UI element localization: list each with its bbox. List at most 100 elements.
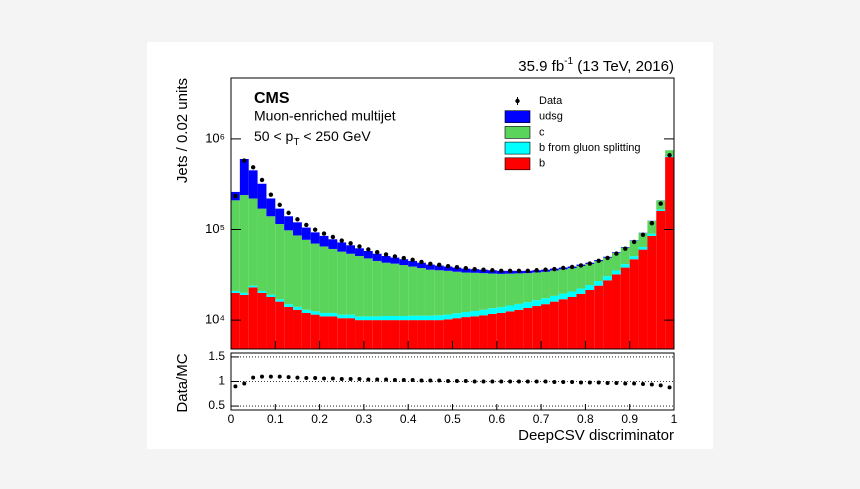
hist-segment (257, 183, 267, 209)
hist-segment (434, 265, 444, 271)
data-point (330, 234, 336, 240)
hist-segment (408, 320, 418, 349)
hist-segment (523, 273, 533, 303)
ratio-point (286, 375, 291, 380)
hist-segment (381, 316, 391, 321)
hist-segment (487, 308, 497, 314)
legend-label: udsg (539, 111, 563, 123)
hist-segment (248, 198, 258, 286)
ratio-point (304, 376, 309, 381)
hist-segment (656, 211, 666, 349)
data-point (605, 255, 610, 261)
hist-segment (319, 235, 329, 247)
hist-segment (346, 245, 356, 254)
data-point (516, 268, 522, 274)
ratio-point (330, 376, 335, 381)
hist-segment (665, 157, 674, 349)
data-point (312, 227, 318, 232)
data-point (339, 238, 344, 243)
hist-segment (239, 292, 249, 295)
hist-segment (381, 256, 391, 263)
ratio-point (587, 380, 592, 385)
data-point (410, 257, 415, 262)
ratio-point (348, 377, 353, 382)
hist-segment (594, 285, 604, 349)
hist-segment (576, 288, 586, 294)
hist-segment (284, 304, 294, 307)
hist-segment (443, 314, 453, 320)
hist-segment (638, 233, 648, 247)
ratio-point (614, 380, 619, 385)
data-point (596, 258, 601, 264)
hist-segment (496, 307, 506, 313)
data-point (295, 217, 300, 222)
ratio-point (543, 379, 548, 384)
hist-segment (567, 291, 577, 297)
title-text: 35.9 fb (518, 58, 564, 75)
legend-marker (515, 98, 520, 104)
data-point (277, 202, 282, 208)
hist-segment (301, 239, 311, 310)
ratio-point (561, 379, 566, 384)
ratio-point (649, 382, 654, 387)
hist-segment (363, 316, 373, 321)
ratio-point (260, 374, 265, 379)
ratio-point (322, 376, 327, 381)
title: 35.9 fb-1 (13 TeV, 2016) (518, 56, 674, 75)
data-point (454, 264, 460, 270)
hist-segment (231, 292, 240, 349)
data-point (561, 265, 566, 271)
ratio-point (375, 377, 380, 382)
hist-segment (549, 301, 559, 349)
x-tick-label: 0.6 (488, 412, 505, 426)
hist-segment (558, 293, 568, 300)
hist-segment (549, 270, 559, 296)
x-tick-label: 0 (228, 412, 235, 426)
data-point (268, 192, 274, 197)
hist-segment (390, 263, 400, 317)
hist-segment (656, 209, 666, 212)
hist-segment (470, 272, 480, 312)
data-point (578, 263, 584, 268)
ratio-point (481, 379, 486, 384)
hist-segment (328, 248, 338, 313)
hist-segment (576, 293, 586, 349)
hist-segment (417, 262, 426, 269)
legend-label: c (539, 126, 545, 138)
ratio-point (490, 379, 495, 384)
x-tick-label: 0.7 (533, 412, 550, 426)
data-point (658, 201, 663, 206)
ratio-point (658, 383, 663, 388)
hist-segment (257, 208, 267, 291)
data-point (649, 220, 655, 226)
ratio-point (525, 379, 530, 384)
hist-segment (310, 232, 320, 244)
ratio-point (392, 378, 397, 383)
hist-segment (390, 320, 400, 349)
hist-segment (523, 308, 533, 349)
x-tick-label: 0.3 (356, 412, 373, 426)
ratio-point (499, 379, 504, 384)
hist-segment (275, 299, 285, 302)
hist-segment (337, 242, 347, 252)
ratio-point (632, 381, 637, 386)
hist-segment (629, 240, 639, 257)
hist-segment (620, 267, 630, 349)
hist-segment (496, 312, 506, 349)
hist-segment (611, 270, 621, 275)
hist-segment (346, 314, 356, 319)
data-point (392, 254, 398, 259)
hist-segment (505, 305, 515, 312)
hist-segment (461, 272, 471, 312)
hist-segment (275, 301, 285, 349)
hist-segment (319, 312, 329, 317)
hist-segment (567, 296, 577, 349)
ratio-point (516, 379, 521, 384)
hist-segment (452, 313, 462, 319)
hist-segment (355, 316, 364, 321)
hist-segment (629, 256, 639, 260)
hist-segment (408, 260, 418, 267)
ratio-point (667, 385, 672, 390)
hist-segment (532, 272, 542, 301)
hist-segment (425, 269, 435, 316)
